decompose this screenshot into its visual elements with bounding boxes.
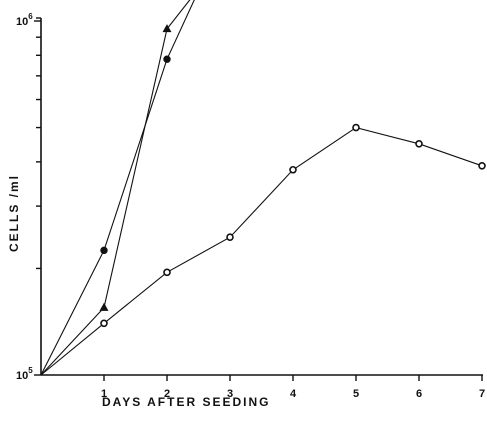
- y-ticks: [34, 17, 41, 376]
- data-point: [226, 233, 234, 242]
- data-point: [99, 302, 109, 311]
- data-point: [100, 246, 108, 255]
- x-tick-label: 5: [353, 388, 359, 400]
- data-point: [289, 165, 297, 174]
- y-tick-label: 106: [16, 12, 33, 28]
- series-open-circle: [40, 123, 486, 376]
- series-filled-triangle: [40, 0, 191, 376]
- x-tick-label: 3: [227, 388, 233, 400]
- series-filled-circle: [40, 0, 195, 376]
- y-tick-label: 105: [16, 366, 33, 382]
- axes: [40, 18, 483, 376]
- data-point: [163, 268, 171, 277]
- x-tick-label: 1: [101, 388, 107, 400]
- data-point: [100, 319, 108, 328]
- x-tick-label: 6: [416, 388, 422, 400]
- data-point: [478, 161, 486, 170]
- x-tick-label: 4: [290, 388, 297, 400]
- x-ticks: 1 2 3 4 5 6 7: [101, 375, 485, 400]
- data-point: [415, 139, 423, 148]
- x-tick-label: 7: [479, 388, 485, 400]
- series-group: [40, 0, 486, 376]
- data-point: [162, 24, 172, 33]
- data-point: [163, 55, 171, 63]
- x-tick-label: 2: [164, 388, 170, 400]
- y-tick-labels: 105 106: [16, 12, 33, 382]
- series-line: [40, 127, 483, 376]
- series-line: [40, 0, 195, 376]
- data-point: [352, 123, 360, 132]
- series-line: [40, 0, 191, 376]
- y-axis-title: CELLS /ml: [7, 174, 21, 252]
- x-axis-title: DAYS AFTER SEEDING: [102, 395, 270, 409]
